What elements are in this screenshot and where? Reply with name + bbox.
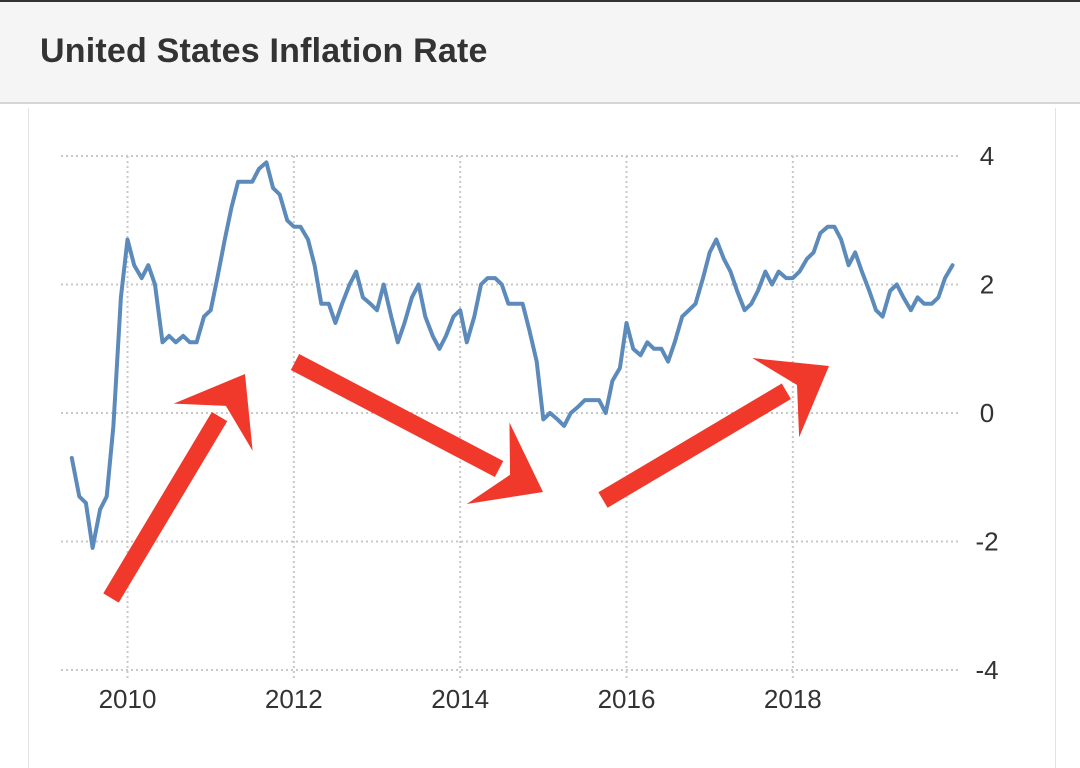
- y-tick-label: 0: [980, 398, 994, 428]
- x-tick-label: 2012: [265, 684, 323, 714]
- red-up-arrow-left: [103, 374, 253, 603]
- inflation-line-chart: 4 2 0 -2 -4 2010 2012 2014 2016 2018: [61, 141, 999, 714]
- x-tick-label: 2018: [764, 684, 822, 714]
- x-tick-label: 2010: [99, 684, 157, 714]
- page-title: United States Inflation Rate: [40, 32, 488, 70]
- y-tick-label: 2: [980, 270, 994, 300]
- y-tick-label: 4: [980, 141, 994, 171]
- x-tick-label: 2016: [598, 684, 656, 714]
- x-tick-label: 2014: [431, 684, 489, 714]
- chart-panel: 4 2 0 -2 -4 2010 2012 2014 2016 2018: [28, 108, 1056, 768]
- red-up-arrow-right: [598, 358, 829, 508]
- series-line: [69, 160, 955, 550]
- y-tick-label: -2: [975, 527, 998, 557]
- red-down-arrow-center: [290, 354, 543, 504]
- y-tick-label: -4: [975, 655, 998, 685]
- chart-header: United States Inflation Rate: [0, 0, 1080, 104]
